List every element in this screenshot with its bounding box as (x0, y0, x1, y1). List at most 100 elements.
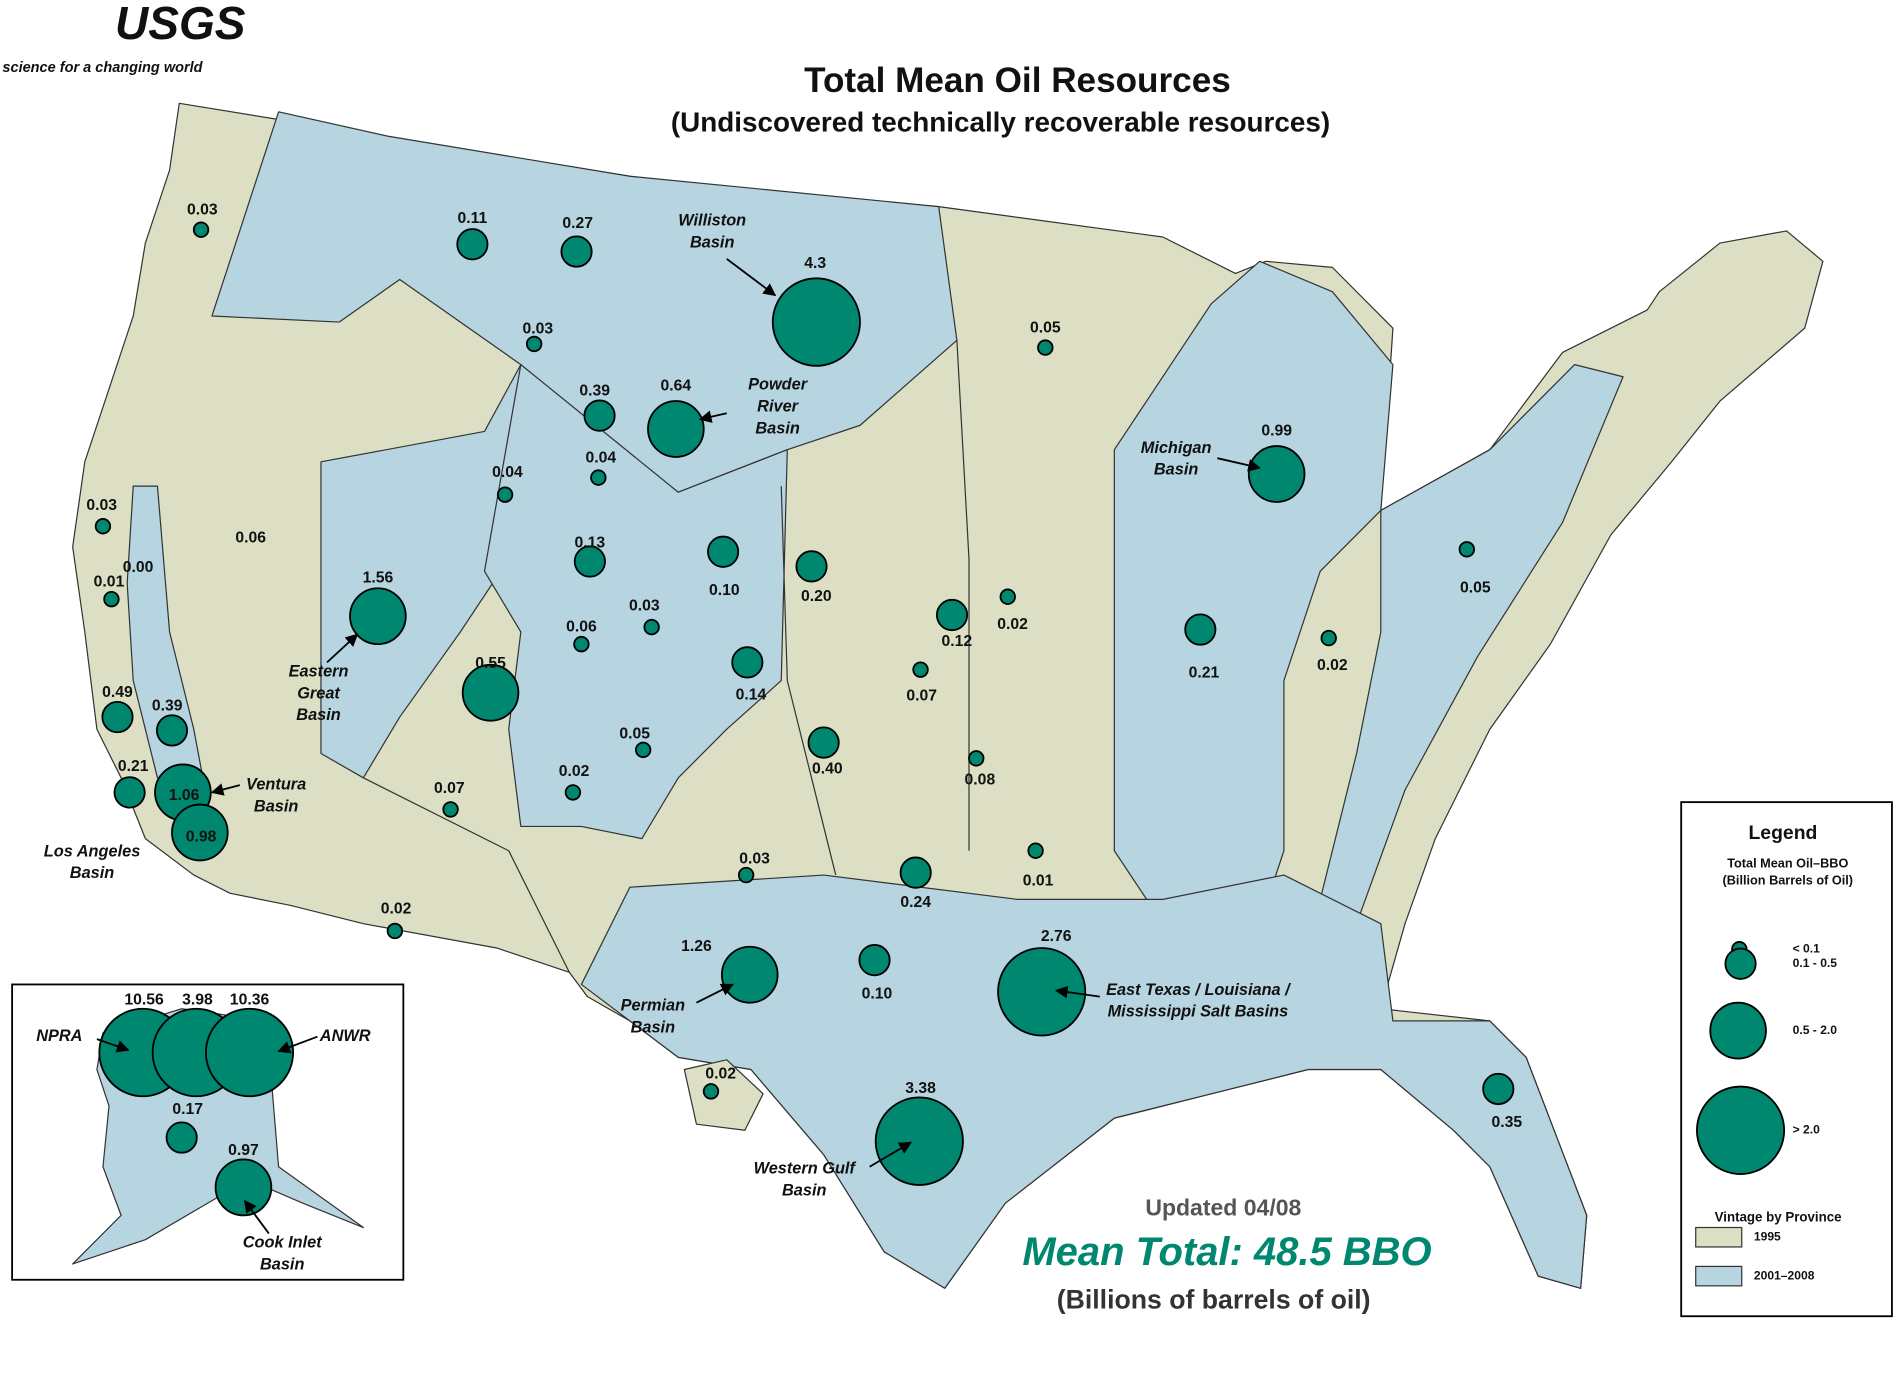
basin-name: Eastern (289, 662, 349, 680)
value-label: 0.21 (118, 758, 149, 775)
basin-name: Western Gulf (754, 1159, 857, 1177)
arrow (326, 633, 359, 664)
value-label: 0.64 (661, 378, 692, 395)
value-label: 0.35 (1491, 1114, 1522, 1131)
resource-circle (165, 1121, 198, 1154)
value-label: 0.02 (559, 763, 590, 780)
resource-circle (968, 750, 985, 767)
resource-circle (1027, 842, 1044, 859)
legend-circle (1724, 947, 1757, 980)
value-label: 0.02 (1317, 657, 1348, 674)
legend-size-title: (Billion Barrels of Oil) (1723, 872, 1854, 887)
value-label: 0.13 (575, 534, 606, 551)
legend-swatch (1695, 1265, 1743, 1287)
labels: 0.03 0.11 0.27 4.3 Williston Basin 0.05 0.03 0.3… (36, 201, 1522, 1273)
arrow (96, 1038, 130, 1053)
basin-name: Basin (690, 233, 734, 251)
resource-circle (999, 588, 1016, 605)
resource-circle (442, 801, 459, 818)
value-label: 3.38 (905, 1080, 936, 1097)
resource-circle (456, 228, 489, 261)
legend-swatch (1695, 1226, 1743, 1248)
legend-vintage-label: 1995 (1754, 1229, 1781, 1243)
resource-circle (647, 400, 705, 458)
arrow (1217, 457, 1261, 472)
resource-circle (807, 726, 840, 759)
value-label: 4.3 (804, 255, 826, 272)
legend-class-label: 0.5 - 2.0 (1793, 1023, 1838, 1037)
basin-name: Los Angeles (44, 842, 141, 860)
resource-circle (461, 663, 520, 722)
updated: Updated 04/08 (1145, 1194, 1301, 1220)
resource-circle (590, 469, 607, 486)
province-border (363, 777, 570, 973)
resource-circle (525, 335, 543, 353)
legend-title: Legend (1748, 822, 1817, 844)
value-label: 0.06 (566, 618, 597, 635)
province (1113, 260, 1394, 925)
resource-circle (155, 714, 189, 747)
value-label: 0.17 (172, 1101, 203, 1118)
resource-circle (103, 590, 120, 608)
basin-name: Williston (678, 212, 746, 230)
value-label: 0.03 (86, 497, 117, 514)
resource-circle (192, 221, 210, 238)
value-label: 0.05 (619, 725, 650, 742)
value-label: 0.02 (381, 900, 412, 917)
arrow (696, 983, 734, 1004)
value-label: 10.36 (230, 991, 270, 1008)
value-label: 2.76 (1041, 928, 1072, 945)
value-label: 0.40 (812, 760, 843, 777)
value-label: 0.21 (1189, 664, 1220, 681)
basin-name: Ventura (246, 775, 306, 793)
resource-circle (731, 646, 764, 679)
resource-circle (912, 661, 929, 678)
value-label: 0.07 (434, 780, 465, 797)
resource-circle (573, 635, 590, 653)
resource-circle (564, 784, 582, 801)
value-label: 0.04 (492, 464, 523, 481)
value-label: 0.01 (1023, 872, 1054, 889)
resource-circle (349, 587, 407, 646)
basin-name: ANWR (319, 1027, 371, 1045)
resource-circle (573, 545, 606, 578)
basin-name: Basin (296, 706, 340, 724)
value-label: 0.03 (187, 201, 218, 218)
resource-circle (737, 866, 755, 884)
logo: USGS (115, 0, 246, 49)
arrow (869, 1141, 912, 1168)
province-border (780, 486, 837, 876)
value-label: 0.10 (709, 582, 740, 599)
arrow (726, 258, 777, 297)
resource-circles (94, 221, 1515, 1217)
arrow (277, 1035, 318, 1054)
value-label: 0.12 (942, 633, 973, 650)
resource-circle (1247, 445, 1306, 503)
legend-vintage-title: Vintage by Province (1715, 1209, 1842, 1224)
resource-circle (795, 550, 828, 583)
province-border (956, 340, 970, 851)
value-label: 1.26 (681, 938, 712, 955)
title: Total Mean Oil Resources (804, 61, 1231, 100)
resource-circle (1184, 613, 1217, 646)
resource-circle (583, 399, 616, 432)
value-label: 0.10 (862, 985, 893, 1002)
arrow (210, 783, 241, 796)
basin-name: NPRA (36, 1027, 82, 1045)
legend-class-label: > 2.0 (1793, 1122, 1821, 1136)
value-label: 0.49 (102, 684, 133, 701)
legend-size-title: Total Mean Oil–BBO (1727, 855, 1848, 870)
arrow (698, 410, 727, 423)
legend: Legend Total Mean Oil–BBO (Billion Barre… (1680, 801, 1893, 1318)
value-label: 0.27 (562, 215, 593, 232)
legend-class-label: < 0.1 (1793, 941, 1821, 955)
value-label: 0.06 (235, 530, 266, 547)
total: Mean Total: 48.5 BBO (1022, 1230, 1431, 1274)
total-note: (Billions of barrels of oil) (1057, 1285, 1371, 1315)
value-label: 0.11 (457, 210, 487, 227)
value-label: 0.03 (629, 598, 660, 615)
resource-circle (874, 1096, 964, 1186)
subtitle: (Undiscovered technically recoverable re… (671, 106, 1330, 137)
province (1307, 363, 1624, 949)
basin-name: Basin (260, 1255, 304, 1273)
